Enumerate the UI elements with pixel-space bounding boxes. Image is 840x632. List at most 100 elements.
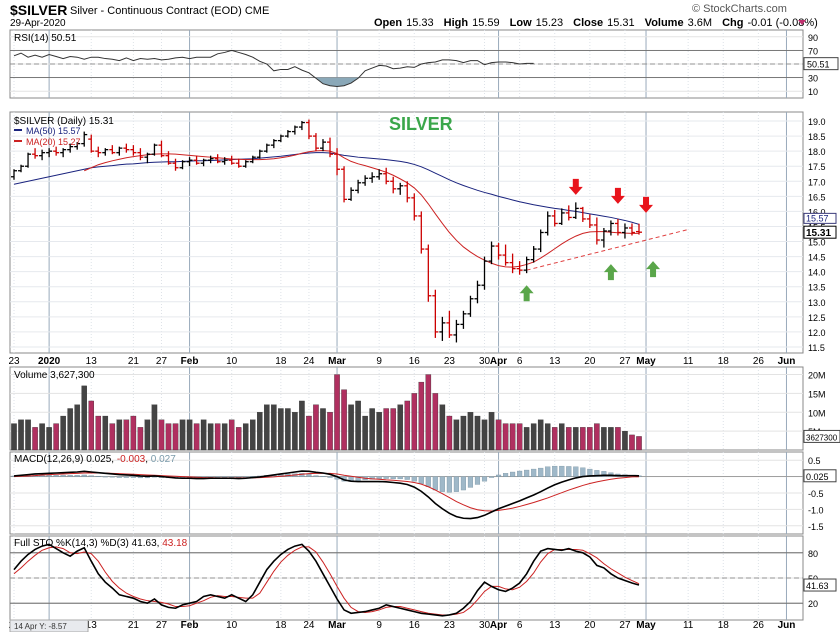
bottom-date-tick-label: 21 (128, 620, 140, 631)
macd-histogram-bar (425, 476, 431, 487)
macd-legend-macd: 0.025 (86, 454, 111, 465)
macd-histogram-bar (404, 476, 410, 480)
volume-value-box (803, 429, 840, 443)
chart-description: Silver - Continuous Contract (EOD) CME (70, 5, 269, 17)
resistance-arrow-icon (639, 196, 654, 213)
date-tick-label: 23 (8, 356, 20, 367)
macd-histogram-bar (236, 476, 242, 478)
macd-histogram-bar (460, 476, 466, 491)
volume-bar (355, 400, 361, 451)
volume-bar (102, 415, 109, 451)
volume-bar (601, 427, 607, 451)
macd-histogram-bar (67, 475, 73, 477)
price-bar (74, 142, 81, 150)
volume-bar (278, 408, 284, 451)
stockcharts-brand[interactable]: © StockCharts.com (692, 3, 787, 15)
volume-bar (186, 419, 193, 451)
ma50-value-label: 15.57 (806, 213, 829, 223)
price-tick-label: 16.5 (808, 192, 826, 202)
date-tick-label: May (636, 356, 656, 367)
ma20-legend: MA(20) 15.27 (26, 137, 81, 147)
volume-bar (446, 415, 453, 451)
macd-histogram-bar (524, 469, 530, 477)
ohlc-open-value: 15.33 (406, 17, 434, 29)
date-tick-label: 16 (409, 356, 421, 367)
price-bar (537, 229, 544, 253)
volume-bar (537, 419, 544, 451)
macd-histogram-bar (327, 476, 333, 478)
ohlc-low-value: 15.23 (536, 17, 564, 29)
volume-bar (439, 404, 446, 451)
volume-bar (523, 427, 530, 451)
macd-histogram-bar (313, 475, 319, 477)
price-tick-label: 18.0 (808, 147, 826, 157)
price-bar (242, 160, 249, 168)
macd-tick-label: -1.0 (808, 505, 824, 515)
bottom-date-tick-label: 10 (226, 620, 238, 631)
price-tick-label: 15.0 (808, 238, 826, 248)
macd-histogram-bar (60, 475, 66, 477)
macd-histogram-bar (503, 473, 509, 477)
volume-bar (165, 423, 172, 451)
volume-bar (629, 434, 635, 451)
bottom-date-tick-label: 23 (444, 620, 456, 631)
price-bar (376, 169, 383, 180)
volume-bar (25, 419, 31, 451)
price-bar (488, 241, 495, 265)
price-bar (298, 121, 305, 131)
resistance-arrow-icon (568, 178, 583, 195)
price-bar (179, 160, 186, 170)
price-bar (439, 316, 446, 341)
volume-bar (544, 423, 551, 451)
support-arrow-icon (519, 285, 534, 302)
date-tick-label: 30 (479, 356, 491, 367)
price-bar (319, 139, 326, 152)
macd-histogram-bar (601, 471, 607, 477)
volume-bar (130, 415, 137, 451)
bottom-date-tick-label: Apr (490, 620, 507, 631)
volume-bar (18, 419, 24, 451)
volume-bar (257, 412, 263, 451)
price-tick-label: 14.5 (808, 253, 826, 263)
price-bar (256, 149, 263, 159)
price-bar (60, 148, 67, 158)
price-bar (284, 130, 291, 138)
price-panel-frame (9, 111, 804, 354)
date-tick-label: 20 (584, 356, 596, 367)
macd-histogram-bar (88, 475, 94, 477)
macd-histogram-bar (432, 476, 438, 491)
volume-tick-label: 20M (808, 371, 826, 381)
macd-histogram-bar (53, 475, 59, 477)
ohlc-high-value: 15.59 (472, 17, 500, 29)
macd-histogram-bar (531, 468, 537, 477)
macd-legend-signal: -0.003 (117, 454, 146, 465)
price-bar (467, 295, 474, 317)
price-bar (46, 148, 53, 158)
price-bar (95, 146, 102, 158)
ohlc-low-label: Low (510, 17, 532, 29)
rsi-tick-label: 30 (808, 74, 818, 84)
macd-histogram-bar (545, 466, 551, 477)
volume-bar (432, 393, 439, 451)
volume-bar (362, 415, 368, 451)
chart-date: 29-Apr-2020 (10, 18, 66, 29)
price-bar (249, 155, 256, 164)
macd-histogram-bar (222, 476, 228, 478)
macd-histogram-bar (383, 476, 389, 479)
volume-bar (200, 419, 207, 451)
bottom-date-tick-label: 18 (275, 620, 287, 631)
volume-bar (11, 423, 17, 451)
macd-legend-sep: , (111, 454, 117, 465)
volume-bar (46, 427, 52, 451)
price-tick-label: 18.5 (808, 132, 826, 142)
price-value-label: 15.31 (806, 228, 831, 239)
volume-bar (264, 404, 270, 451)
volume-bar (228, 419, 235, 451)
price-bar (446, 310, 453, 338)
macd-histogram-bar (474, 476, 481, 485)
volume-bar (341, 389, 347, 451)
price-bar (383, 167, 390, 185)
volume-bar (158, 419, 165, 451)
date-tick-label: Apr (490, 356, 507, 367)
